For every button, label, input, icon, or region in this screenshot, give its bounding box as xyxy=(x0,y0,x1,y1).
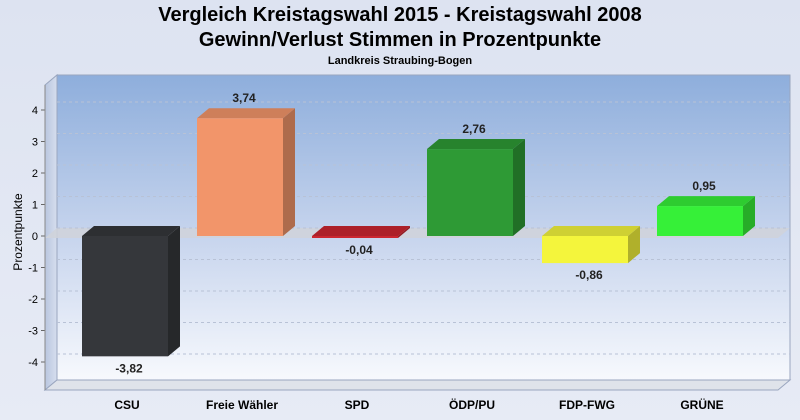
chart-title: Vergleich Kreistagswahl 2015 - Kreistags… xyxy=(158,4,642,26)
bar-front xyxy=(542,236,628,264)
y-tick-label: 1 xyxy=(32,200,38,212)
data-label: 0,95 xyxy=(692,179,716,193)
bar-front xyxy=(312,236,398,238)
data-label: 2,76 xyxy=(462,122,486,136)
bar xyxy=(542,226,640,264)
plot-floor xyxy=(43,379,792,391)
x-tick-label: GRÜNE xyxy=(680,397,723,412)
bar xyxy=(197,108,295,236)
bar-side xyxy=(168,226,180,357)
bar-top xyxy=(197,108,295,119)
chart-region-subtitle: Landkreis Straubing-Bogen xyxy=(327,55,473,67)
labels: -3,82 CSU 3,74 Freie Wähler -0,04 SPD 2,76 ÖDP/… xyxy=(114,91,723,412)
data-label: -0,86 xyxy=(575,268,603,282)
grid-lines xyxy=(57,101,790,355)
y-tick-label: -1 xyxy=(28,263,38,275)
y-tick-label: -3 xyxy=(28,326,38,338)
y-tick-label: 0 xyxy=(32,231,38,243)
bar-front xyxy=(82,236,168,357)
x-tick-label: SPD xyxy=(345,398,370,412)
y-tick-label: 3 xyxy=(32,137,38,149)
x-tick-label: ÖDP/PU xyxy=(449,397,495,412)
bar-top xyxy=(312,226,410,236)
x-tick-label: CSU xyxy=(114,398,139,412)
bar xyxy=(312,226,410,238)
data-label: -0,04 xyxy=(345,243,373,257)
y-axis-label: Prozentpunkte xyxy=(11,193,25,271)
bar-front xyxy=(197,118,283,236)
x-tick-label: FDP-FWG xyxy=(559,398,615,412)
bar-front xyxy=(427,149,513,236)
bar-top xyxy=(82,226,180,236)
y-tick-label: -2 xyxy=(28,294,38,306)
y-tick-label: 2 xyxy=(32,168,38,180)
data-label: -3,82 xyxy=(115,361,143,375)
bar-top xyxy=(657,196,755,207)
x-tick-label: Freie Wähler xyxy=(206,398,278,412)
chart-subtitle: Gewinn/Verlust Stimmen in Prozentpunkte xyxy=(198,29,602,51)
bar-top xyxy=(427,139,525,150)
data-label: 3,74 xyxy=(232,91,256,105)
bar-side xyxy=(743,196,755,236)
bar-side xyxy=(398,226,410,238)
y-tick-label: 4 xyxy=(32,105,38,117)
y-tick-label: -4 xyxy=(28,357,38,369)
bars xyxy=(82,108,755,357)
bar xyxy=(82,226,180,357)
bar-side xyxy=(283,108,295,236)
bar-front xyxy=(657,206,743,236)
bar xyxy=(427,139,525,236)
bar-side xyxy=(513,139,525,236)
y-axis: -4 -3 -2 -1 0 1 2 3 4 Prozentpunkte xyxy=(11,85,46,390)
bar-top xyxy=(542,226,640,236)
bar xyxy=(657,196,755,236)
bar-side xyxy=(628,226,640,264)
